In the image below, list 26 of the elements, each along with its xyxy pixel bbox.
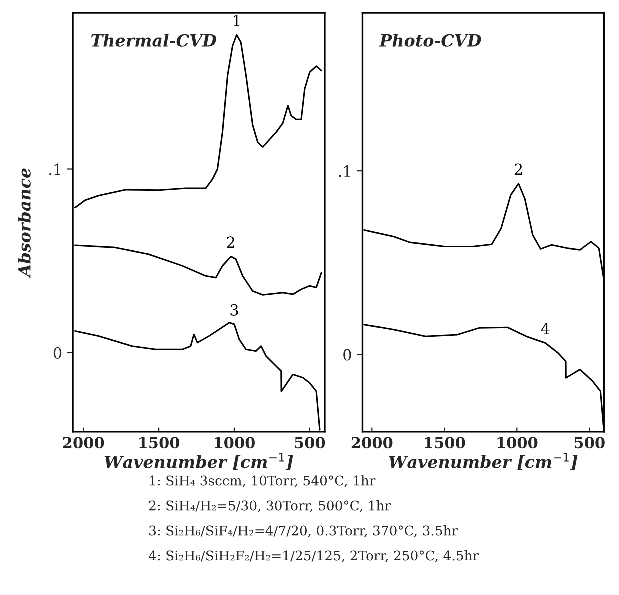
y-tick-label: .1 (339, 166, 350, 178)
x-tick-label: 1500 (425, 437, 466, 449)
series-label: 4 (541, 323, 550, 334)
x-tick-label: 1500 (140, 437, 180, 449)
x-tick-label: 2000 (63, 437, 104, 449)
text: 2: SiH₄/H₂=5/30, 30Torr, 500°C, 1hr (149, 500, 392, 512)
y-tick-label: 0 (54, 347, 62, 359)
x-tick-label: 500 (574, 437, 605, 449)
x-tick-label: 1000 (498, 437, 538, 449)
x-axis-title: Wavenumber [cm$^{−1}$] (104, 453, 294, 470)
text: Thermal-CVD (91, 34, 216, 47)
series-label: 2 (227, 236, 234, 248)
y-axis-title: Absorbance (18, 168, 31, 278)
y-tick-label: .1 (49, 164, 60, 176)
text: 1: SiH₄ 3sccm, 10Torr, 540°C, 1hr (150, 476, 376, 488)
y-tick-label: 0 (344, 349, 352, 361)
text: Photo-CVD (379, 34, 482, 47)
x-tick-label: 500 (295, 437, 326, 449)
series-label: 1 (234, 15, 240, 26)
x-axis-title: Wavenumber [cm$^{−1}$] (389, 453, 578, 470)
x-tick-label: 1000 (215, 437, 256, 449)
series-label: 2 (514, 164, 522, 176)
x-tick-label: 2000 (352, 437, 393, 449)
series-label: 3 (230, 304, 238, 316)
text: 3: Si₂H₆/SiF₄/H₂=4/7/20, 0.3Torr, 370°C, 3.5hr (150, 526, 458, 538)
text: 4: Si₂H₆/SiH₂F₂/H₂=1/25/125, 2Torr, 250°C, 4.5hr (148, 550, 480, 562)
